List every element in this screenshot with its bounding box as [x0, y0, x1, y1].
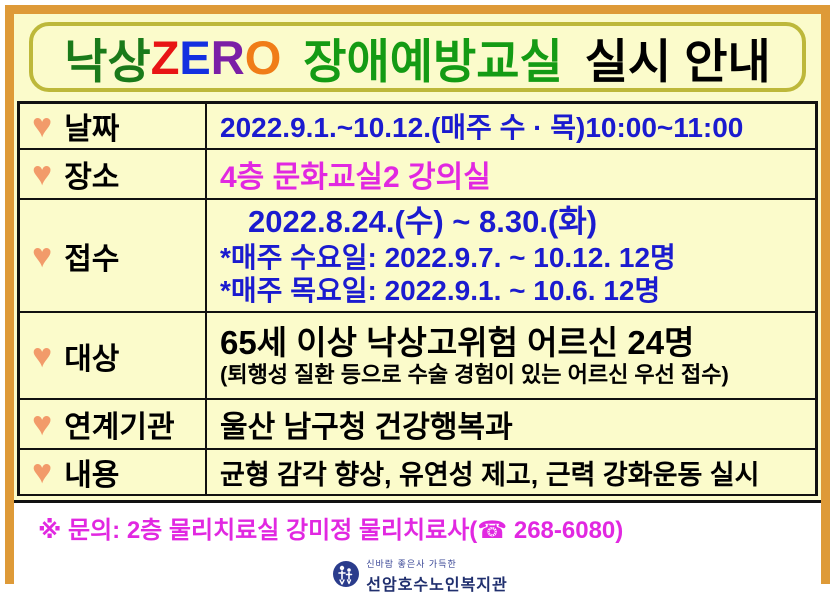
logo-name: 선암호수노인복지관: [366, 577, 508, 594]
logo-emblem-icon: [331, 559, 361, 594]
table-row-content: ♥ 내용 균형 감각 향상, 유연성 제고, 근력 강화운동 실시: [20, 450, 815, 494]
row-value-partner: 울산 남구청 건강행복과: [207, 400, 815, 448]
title-part-class: 장애예방교실: [303, 34, 563, 88]
heart-icon: ♥: [32, 107, 53, 145]
row-label-text: 대상: [64, 342, 120, 376]
title-part-notice: 실시 안내: [584, 34, 771, 88]
table-row-registration: ♥ 접수 2022.8.24.(수) ~ 8.30.(화) *매주 수요일: 2…: [20, 200, 815, 313]
target-main: 65세 이상 낙상고위험 어르신 24명: [220, 323, 695, 361]
logo-tagline: 신바람 좋은사 가득한: [366, 559, 457, 569]
target-priority-note: (퇴행성 질환 등으로 수술 경험이 있는 어르신 우선 접수): [220, 362, 729, 388]
row-label-place: ♥ 장소: [20, 150, 207, 198]
row-value-place: 4층 문화교실2 강의실: [207, 150, 815, 198]
heart-icon: ♥: [32, 155, 53, 193]
title-part-o: O: [244, 30, 282, 84]
row-value-registration: 2022.8.24.(수) ~ 8.30.(화) *매주 수요일: 2022.9…: [207, 200, 815, 311]
row-label-target: ♥ 대상: [20, 313, 207, 398]
row-label-registration: ♥ 접수: [20, 200, 207, 311]
poster-footer: ※ 문의: 2층 물리치료실 강미정 물리치료사(☎ 268-6080) 신바람…: [14, 503, 821, 595]
registration-thursday: *매주 목요일: 2022.9.1. ~ 10.6. 12명: [220, 275, 661, 307]
registration-wednesday: *매주 수요일: 2022.9.7. ~ 10.12. 12명: [220, 241, 676, 273]
heart-icon: ♥: [32, 336, 53, 375]
row-label-text: 날짜: [64, 113, 120, 146]
title-part-naksang: 낙상: [64, 34, 151, 88]
row-value-content: 균형 감각 향상, 유연성 제고, 근력 강화운동 실시: [207, 450, 815, 494]
heart-icon: ♥: [32, 405, 53, 443]
registration-period: 2022.8.24.(수) ~ 8.30.(화): [248, 204, 598, 240]
table-row-date: ♥ 날짜 2022.9.1.~10.12.(매주 수 · 목)10:00~11:…: [20, 104, 815, 150]
poster-frame: 낙상 Z E R O 장애예방교실 실시 안내 ♥ 날짜 2022.9.1.~10.12.(…: [5, 5, 830, 595]
poster-body-panel: 낙상 Z E R O 장애예방교실 실시 안내 ♥ 날짜 2022.9.1.~10.12.(…: [14, 14, 821, 503]
row-label-content: ♥ 내용: [20, 450, 207, 494]
row-value-target: 65세 이상 낙상고위험 어르신 24명 (퇴행성 질환 등으로 수술 경험이 …: [207, 313, 815, 398]
info-table: ♥ 날짜 2022.9.1.~10.12.(매주 수 · 목)10:00~11:…: [17, 101, 818, 496]
date-value: 2022.9.1.~10.12.(매주 수 · 목)10:00~11:00: [220, 112, 744, 143]
row-label-date: ♥ 날짜: [20, 104, 207, 148]
place-value: 4층 문화교실2 강의실: [220, 161, 491, 194]
organization-logo: 신바람 좋은사 가득한 선암호수노인복지관: [331, 557, 507, 595]
content-value: 균형 감각 향상, 유연성 제고, 근력 강화운동 실시: [220, 459, 760, 490]
row-label-partner: ♥ 연계기관: [20, 400, 207, 448]
row-label-text: 접수: [64, 242, 120, 276]
table-row-place: ♥ 장소 4층 문화교실2 강의실: [20, 150, 815, 200]
contact-info: ※ 문의: 2층 물리치료실 강미정 물리치료사(☎ 268-6080): [38, 517, 624, 544]
row-value-date: 2022.9.1.~10.12.(매주 수 · 목)10:00~11:00: [207, 104, 815, 148]
title-part-z: Z: [150, 30, 180, 84]
row-label-text: 장소: [64, 161, 120, 194]
heart-icon: ♥: [32, 453, 53, 491]
table-row-partner: ♥ 연계기관 울산 남구청 건강행복과: [20, 400, 815, 450]
title-part-e: E: [179, 30, 211, 84]
row-label-text: 내용: [64, 459, 120, 492]
partner-value: 울산 남구청 건강행복과: [220, 411, 513, 444]
poster-title: 낙상 Z E R O 장애예방교실 실시 안내: [29, 22, 806, 92]
table-row-target: ♥ 대상 65세 이상 낙상고위험 어르신 24명 (퇴행성 질환 등으로 수술…: [20, 313, 815, 400]
row-label-text: 연계기관: [64, 411, 175, 444]
title-part-r: R: [210, 30, 245, 84]
heart-icon: ♥: [32, 236, 53, 275]
